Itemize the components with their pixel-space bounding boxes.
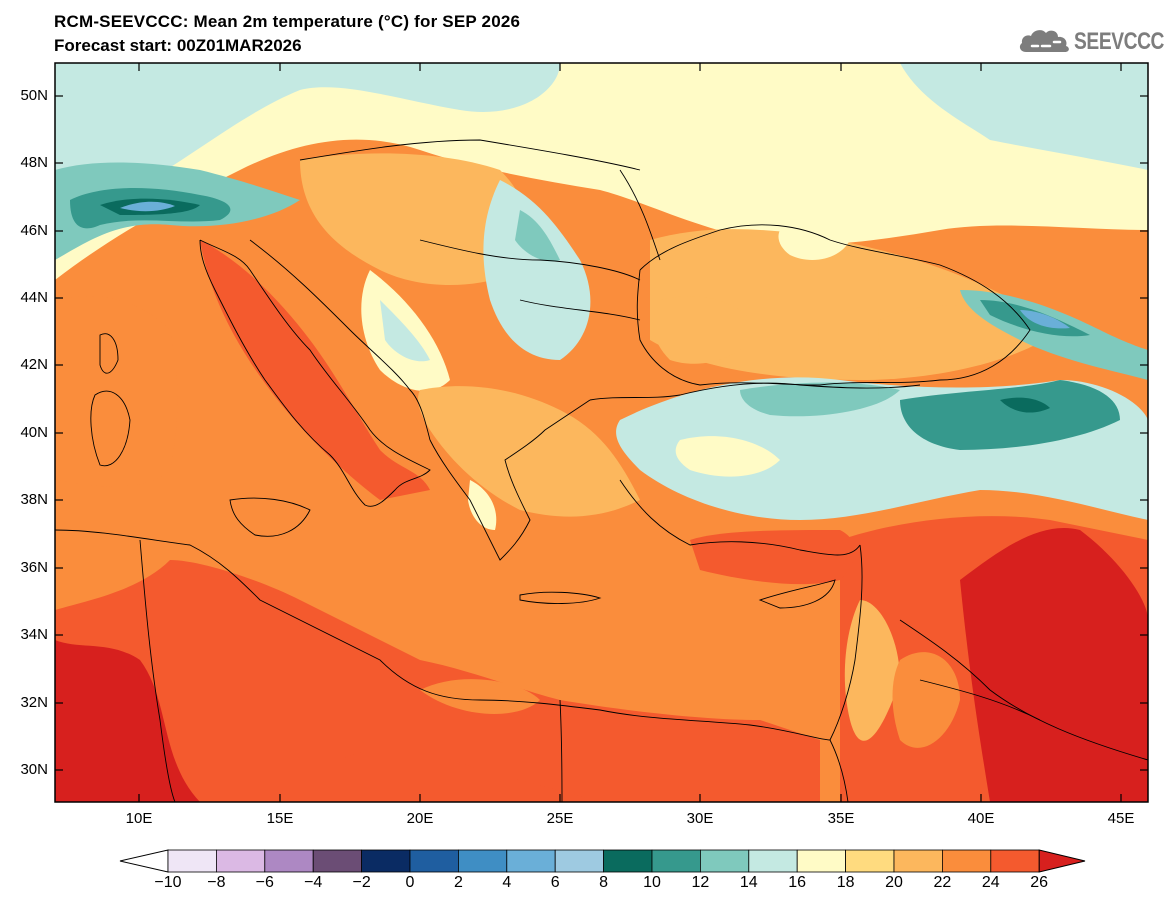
lat-label: 48N (20, 154, 48, 171)
colorbar (119, 849, 1086, 873)
lon-label: 20E (406, 810, 434, 827)
colorbar-label: 12 (691, 874, 710, 891)
temperature-field (55, 63, 1148, 802)
colorbar-label: 26 (1030, 874, 1049, 891)
colorbar-label: −6 (255, 874, 274, 891)
colorbar-segment (942, 849, 992, 873)
lon-label: 15E (266, 810, 294, 827)
colorbar-label: 18 (836, 874, 855, 891)
lon-label: 25E (546, 810, 574, 827)
colorbar-segment (361, 849, 411, 873)
lat-label: 32N (20, 694, 48, 711)
lon-ticks (138, 63, 1122, 802)
colorbar-segment (845, 849, 895, 873)
colorbar-label: −8 (207, 874, 226, 891)
colorbar-segment (457, 849, 508, 873)
lon-label: 30E (686, 810, 714, 827)
colorbar-label: 16 (788, 874, 807, 891)
colorbar-segment (312, 849, 363, 873)
lat-label: 42N (20, 356, 48, 373)
lat-label: 30N (20, 761, 48, 778)
colorbar-segment (651, 849, 701, 873)
lon-label: 35E (827, 810, 855, 827)
colorbar-segment (506, 849, 556, 873)
colorbar-label: 24 (981, 874, 1000, 891)
lon-label: 10E (125, 810, 153, 827)
chart-title: RCM-SEEVCCC: Mean 2m temperature (°C) fo… (54, 12, 521, 31)
lat-label: 36N (20, 559, 48, 576)
colorbar-segment (409, 849, 459, 873)
colorbar-label: 20 (885, 874, 903, 891)
coastlines (55, 139, 1148, 802)
colorbar-segment (796, 849, 847, 873)
colorbar-under-triangle (119, 849, 169, 873)
lat-label: 34N (20, 626, 48, 643)
colorbar-segment (215, 849, 266, 873)
logo-text: SEEVCCC (1074, 28, 1165, 55)
colorbar-label: −2 (352, 874, 371, 891)
colorbar-label: 2 (453, 874, 463, 891)
colorbar-segment (893, 849, 943, 873)
colorbar-label: 6 (550, 874, 560, 891)
colorbar-label: 4 (502, 874, 512, 891)
lat-label: 40N (20, 424, 48, 441)
colorbar-segment (748, 849, 798, 873)
colorbar-segment (990, 849, 1040, 873)
cloud-icon (1019, 30, 1069, 52)
colorbar-label: 10 (643, 874, 661, 891)
colorbar-label: 0 (405, 874, 415, 891)
colorbar-segment (700, 849, 750, 873)
colorbar-label: 8 (599, 874, 609, 891)
lon-label: 45E (1107, 810, 1135, 827)
colorbar-segment (264, 849, 314, 873)
colorbar-segment (603, 849, 653, 873)
lat-label: 50N (20, 87, 48, 104)
colorbar-label: 14 (739, 874, 758, 891)
colorbar-label: −4 (304, 874, 323, 891)
lat-ticks (55, 95, 1148, 771)
lat-label: 38N (20, 491, 48, 508)
colorbar-over-triangle (1038, 849, 1086, 873)
colorbar-segment (167, 849, 217, 873)
forecast-start-subtitle: Forecast start: 00Z01MAR2026 (54, 36, 302, 55)
colorbar-label: −10 (154, 874, 182, 891)
colorbar-segment (554, 849, 605, 873)
lat-label: 44N (20, 289, 48, 306)
lon-label: 40E (967, 810, 995, 827)
lat-label: 46N (20, 222, 48, 239)
seevccc-logo: SEEVCCC (1018, 22, 1164, 58)
colorbar-label: 22 (933, 874, 952, 891)
